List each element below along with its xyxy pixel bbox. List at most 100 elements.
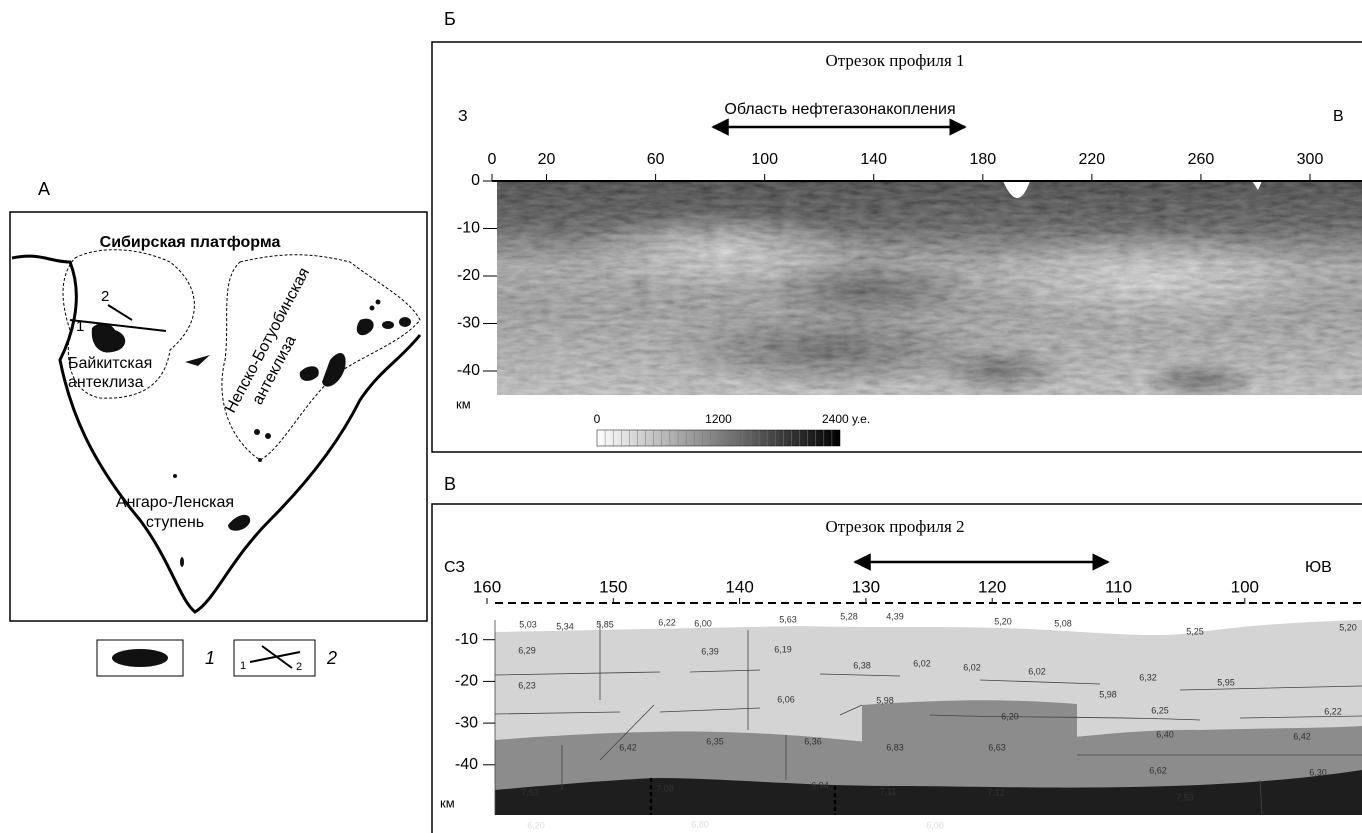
zone-label: Область нефтегазонакопления [724,101,955,118]
x-tick-label: 220 [1079,151,1106,168]
velocity-label: 5,98 [876,695,894,705]
legend-box [233,639,316,677]
y-tick-label: -20 [455,673,478,690]
colorbar-label: 2400 у.е. [822,412,870,426]
velocity-label: 5,08 [1054,618,1072,628]
velocity-label: 6,20 [1001,711,1019,721]
velocity-label: 6,62 [1149,765,1167,775]
region-label: Ангаро-Ленская [116,494,234,511]
profile-label: 1 [76,318,84,335]
direction-label: З [458,108,468,125]
x-tick-label: 150 [599,577,627,596]
x-tick-label: 260 [1188,151,1215,168]
velocity-label: 4,39 [886,611,904,621]
x-tick-label: 110 [1105,577,1132,596]
profile-label: 2 [101,288,109,305]
velocity-label: 5,34 [556,621,574,631]
x-tick-label: 130 [852,577,880,596]
platform-border [11,254,422,614]
velocity-label: 6,42 [619,742,637,752]
velocity-label: 5,63 [779,614,797,624]
velocity-label: 6,02 [1028,666,1046,676]
profile-line [107,304,133,321]
velocity-label: 7,53 [1176,792,1194,802]
velocity-label: 6,02 [963,662,981,672]
colorbar-label: 0 [594,412,601,426]
velocity-label: 6,00 [926,820,944,830]
velocity-label: 7,12 [987,787,1005,797]
velocity-label: 6,22 [658,617,676,627]
velocity-label: 6,36 [804,736,822,746]
velocity-label: 7,11 [880,786,897,796]
region-label: Байкитская [68,355,152,372]
legend-symbol [112,649,168,667]
velocity-label: 6,30 [1309,767,1327,777]
velocity-label: 5,95 [1217,677,1235,687]
profile-line [69,319,167,332]
velocity-label: 7,53 [521,787,539,797]
velocity-label: 6,94 [811,780,829,790]
velocity-label: 6,32 [1139,672,1157,682]
y-tick-label: 0 [471,172,480,189]
velocity-label: 6,80 [691,819,709,829]
seismic-image [497,181,1362,395]
x-tick-label: 300 [1297,151,1324,168]
velocity-label: 6,02 [913,658,931,668]
map-frame [9,211,428,622]
legend-box [96,639,184,677]
legend-symbol [261,645,293,669]
legend-number: 2 [326,648,337,668]
velocity-label: 5,20 [1339,622,1357,632]
panel-label: Б [444,9,456,29]
x-tick-label: 0 [488,151,497,168]
velocity-label: 6,35 [706,736,724,746]
x-tick-label: 140 [860,151,887,168]
deposits [91,299,411,567]
map-title: Сибирская платформа [100,234,281,251]
y-tick-label: -30 [455,714,478,731]
velocity-label: 6,06 [777,694,795,704]
panel-frame [431,41,1362,453]
velocity-label: 6,22 [1324,706,1342,716]
velocity-label: 5,85 [596,619,614,629]
region-label: ступень [146,514,204,531]
x-tick-label: 20 [538,151,556,168]
velocity-label: 6,40 [1156,729,1174,739]
velocity-label: 6,63 [988,742,1006,752]
colorbar-label: 1200 [705,412,732,426]
y-tick-label: -10 [457,220,480,237]
velocity-label: 6,20 [527,820,545,830]
panel-label: В [444,474,456,494]
x-tick-label: 100 [751,151,778,168]
velocity-label: 5,03 [519,619,537,629]
legend-number: 1 [205,648,215,668]
velocity-label: 6,19 [774,644,792,654]
legend-end: 1 [240,660,246,672]
legend-end: 2 [296,661,302,673]
direction-label: СЗ [444,559,465,576]
velocity-label: 5,98 [1099,689,1117,699]
x-tick-label: 120 [978,577,1006,596]
velocity-label: 6,39 [701,646,719,656]
panel-title: Отрезок профиля 2 [825,517,964,536]
depth-unit: км [456,396,471,411]
y-tick-label: -40 [457,362,480,379]
velocity-label: 6,42 [1293,731,1311,741]
y-tick-label: -20 [457,267,480,284]
direction-label: ЮВ [1305,559,1332,576]
velocity-label: 5,28 [840,611,858,621]
x-tick-label: 60 [647,151,665,168]
velocity-label: 7,08 [656,783,674,793]
velocity-label: 6,23 [518,680,536,690]
velocity-label: 6,25 [1151,705,1169,715]
region-outline [62,249,195,399]
depth-unit: км [440,795,455,810]
y-tick-label: -10 [455,631,478,648]
legend-symbol [249,651,301,663]
x-tick-label: 160 [473,577,501,596]
x-tick-label: 100 [1231,577,1259,596]
y-tick-label: -40 [455,756,478,773]
direction-label: В [1333,108,1344,125]
velocity-section [494,602,1362,816]
